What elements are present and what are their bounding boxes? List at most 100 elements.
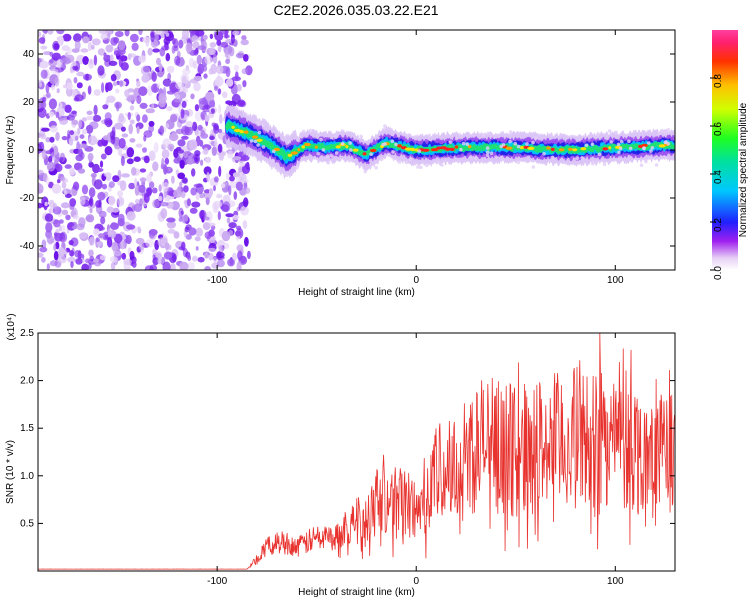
noise-blob xyxy=(40,45,48,50)
noise-blob xyxy=(55,131,60,141)
signal-peak xyxy=(572,148,578,152)
faint-cell xyxy=(439,136,444,141)
noise-blob xyxy=(193,75,203,82)
faint-cell xyxy=(663,130,667,135)
noise-blob xyxy=(49,148,54,153)
noise-blob xyxy=(114,122,124,130)
noise-blob xyxy=(103,172,112,178)
noise-blob xyxy=(74,39,81,51)
faint-cell xyxy=(609,140,613,144)
noise-blob xyxy=(188,227,197,236)
noise-blob xyxy=(177,139,186,147)
noise-blob xyxy=(162,78,172,87)
top-y-axis-label: Frequency (Hz) xyxy=(5,116,16,185)
noise-blob xyxy=(75,135,79,141)
noise-blob xyxy=(136,114,141,122)
faint-cell xyxy=(374,165,378,170)
noise-blob xyxy=(139,102,148,109)
bottom-x-tick-label: 100 xyxy=(607,576,624,587)
noise-blob xyxy=(234,230,242,237)
noise-blob xyxy=(232,30,240,36)
noise-blob xyxy=(242,80,247,88)
faint-cell xyxy=(531,165,536,169)
faint-cell xyxy=(440,163,444,167)
noise-blob xyxy=(107,228,112,239)
noise-blob xyxy=(187,262,195,270)
noise-blob xyxy=(213,185,216,192)
noise-blob xyxy=(219,113,223,124)
noise-blob xyxy=(43,30,48,35)
noise-blob xyxy=(196,54,202,65)
noise-blob xyxy=(107,32,111,43)
noise-blob xyxy=(81,144,88,149)
noise-blob xyxy=(179,261,189,270)
faint-cell xyxy=(486,131,490,136)
noise-blob xyxy=(187,255,192,261)
noise-blob xyxy=(42,96,47,103)
noise-blob xyxy=(69,250,75,257)
noise-blob xyxy=(148,150,156,161)
faint-cell xyxy=(348,141,353,145)
noise-blob xyxy=(40,133,47,140)
noise-blob xyxy=(181,135,189,140)
noise-blob xyxy=(76,223,85,231)
noise-blob xyxy=(138,243,145,251)
noise-blob xyxy=(97,191,106,201)
faint-cell xyxy=(333,135,338,139)
noise-blob xyxy=(220,183,226,188)
top-y-tick-label: 40 xyxy=(23,49,35,60)
noise-blob xyxy=(114,101,122,109)
noise-blob xyxy=(106,237,113,248)
noise-blob xyxy=(143,155,150,164)
noise-blob xyxy=(224,49,229,58)
faint-cell xyxy=(380,157,384,161)
noise-blob xyxy=(109,54,114,63)
signal-peak xyxy=(290,151,298,155)
noise-blob xyxy=(204,266,211,270)
noise-blob xyxy=(92,114,102,122)
noise-blob xyxy=(208,252,214,261)
noise-blob xyxy=(148,229,158,236)
noise-blob xyxy=(157,71,164,78)
noise-blob xyxy=(191,35,199,42)
signal-peak xyxy=(454,145,459,149)
faint-cell xyxy=(617,150,621,155)
noise-blob xyxy=(241,154,250,161)
noise-blob xyxy=(202,216,210,221)
noise-blob xyxy=(226,217,231,224)
top-x-tick-label: 100 xyxy=(607,275,624,286)
faint-cell xyxy=(316,151,321,156)
snr-series-line xyxy=(38,333,675,570)
noise-blob xyxy=(138,86,148,97)
noise-blob xyxy=(77,168,86,174)
faint-cell xyxy=(642,146,646,150)
noise-blob xyxy=(63,189,68,196)
noise-blob xyxy=(111,207,120,213)
faint-cell xyxy=(639,163,644,167)
faint-cell xyxy=(257,121,261,125)
faint-cell xyxy=(501,143,506,147)
noise-blob xyxy=(104,59,111,67)
noise-blob xyxy=(98,30,109,35)
noise-blob xyxy=(76,141,80,152)
faint-cell xyxy=(368,158,373,163)
noise-blob xyxy=(38,107,47,119)
bottom-y-tick-label: 0.5 xyxy=(20,518,34,529)
faint-cell xyxy=(650,146,655,150)
noise-blob xyxy=(224,30,228,39)
noise-blob xyxy=(225,78,234,87)
noise-blob xyxy=(145,38,150,47)
noise-blob xyxy=(238,172,243,177)
noise-blob xyxy=(117,218,125,227)
noise-blob xyxy=(241,35,247,41)
faint-cell xyxy=(436,160,441,164)
noise-blob xyxy=(46,92,51,98)
noise-blob xyxy=(110,74,117,82)
noise-blob xyxy=(177,149,185,154)
noise-blob xyxy=(151,103,155,110)
noise-blob xyxy=(240,255,246,264)
noise-blob xyxy=(53,250,59,261)
signal-peak xyxy=(362,152,367,156)
noise-blob xyxy=(114,143,121,150)
noise-blob xyxy=(56,58,63,69)
